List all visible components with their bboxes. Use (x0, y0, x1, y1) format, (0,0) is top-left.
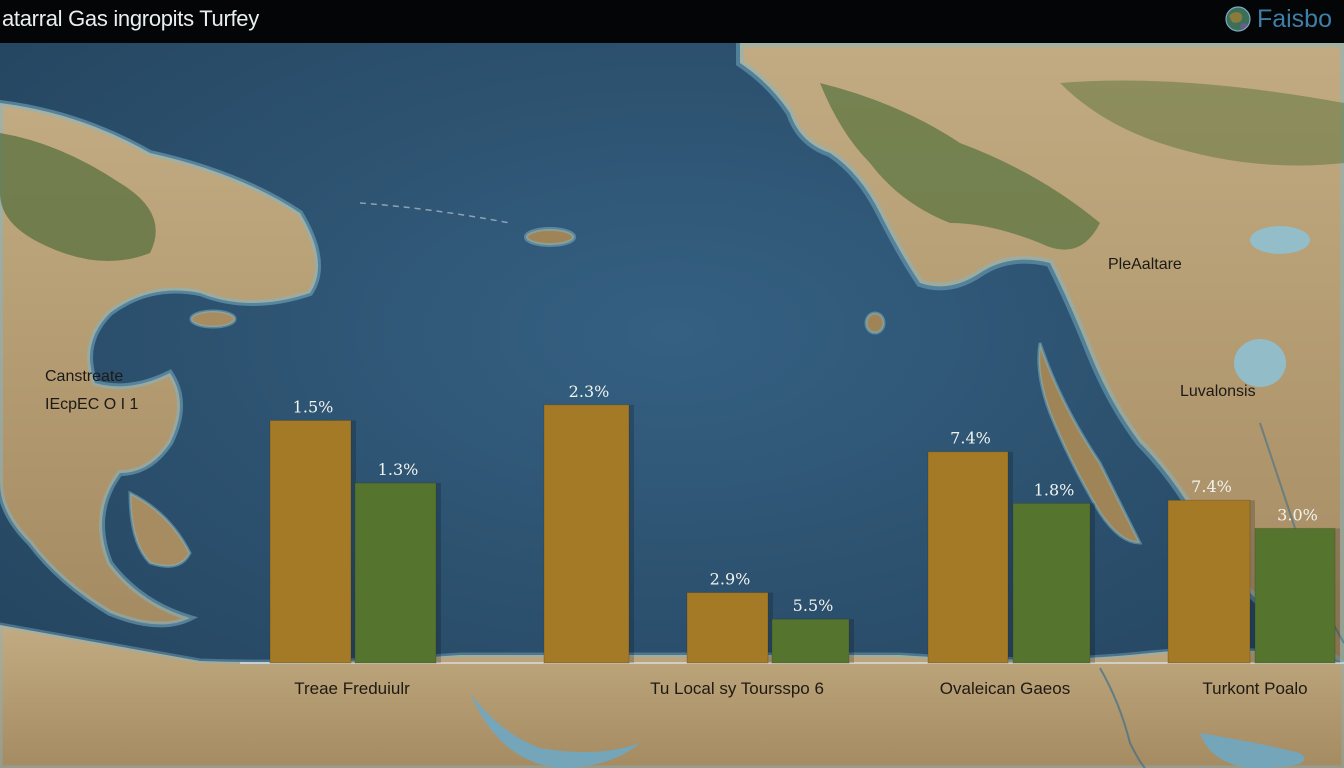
bar-s1-c3 (686, 592, 773, 664)
bar-s2-c1 (354, 482, 441, 664)
bar-value-label-extra-1-s2: 3.0% (1277, 505, 1318, 524)
bar-value-label-extra-1-s1: 7.4% (1191, 477, 1232, 496)
globe-icon (1225, 6, 1251, 32)
category-label-3: Ovaleican Gaeos (940, 679, 1070, 698)
bar-s2-c4 (1012, 502, 1095, 664)
bar-s2-c1-rect (354, 482, 437, 664)
bar-s2-c3-rect (771, 618, 850, 664)
bar-s1-c4-rect (927, 451, 1009, 664)
chart-title: atarral Gas ingropits Turfey (2, 6, 259, 31)
bar-s2-c4-rect (1012, 502, 1091, 664)
bar-value-label-s1-c1: 1.5% (293, 397, 334, 416)
bar-extra-1-s1 (1167, 499, 1255, 664)
bar-s1-c1 (269, 419, 356, 664)
bar-extra-1-s2 (1254, 527, 1340, 664)
category-label-1: Treae Freduiulr (294, 679, 410, 698)
bar-s1-c1-rect (269, 419, 352, 664)
bar-extra-1-s1-rect (1167, 499, 1251, 664)
category-label-4: Turkont Poalo (1202, 679, 1307, 698)
brand-logo: Faisbo (1223, 4, 1332, 34)
bar-value-label-s1-c3: 2.9% (710, 570, 751, 589)
brand-name: Faisbo (1256, 4, 1332, 33)
bar-s2-c3 (771, 618, 854, 664)
bar-value-label-s2-c4: 1.8% (1034, 480, 1075, 499)
bar-value-label-s2-c1: 1.3% (378, 460, 419, 479)
title-bar: atarral Gas ingropits Turfey Faisbo (0, 0, 1344, 43)
category-label-2: Tu Local sy Toursspo 6 (650, 679, 824, 698)
bar-extra-1-s2-rect (1254, 527, 1336, 664)
bar-s1-c3-rect (686, 592, 769, 664)
bar-value-label-s1-c2: 2.3% (569, 382, 610, 401)
bar-value-label-s1-c4: 7.4% (950, 429, 991, 448)
bar-s1-c2 (543, 404, 634, 664)
bar-s1-c2-rect (543, 404, 630, 664)
background-map (0, 43, 1344, 768)
bar-value-label-s2-c3: 5.5% (793, 596, 834, 615)
bar-s1-c4 (927, 451, 1013, 664)
